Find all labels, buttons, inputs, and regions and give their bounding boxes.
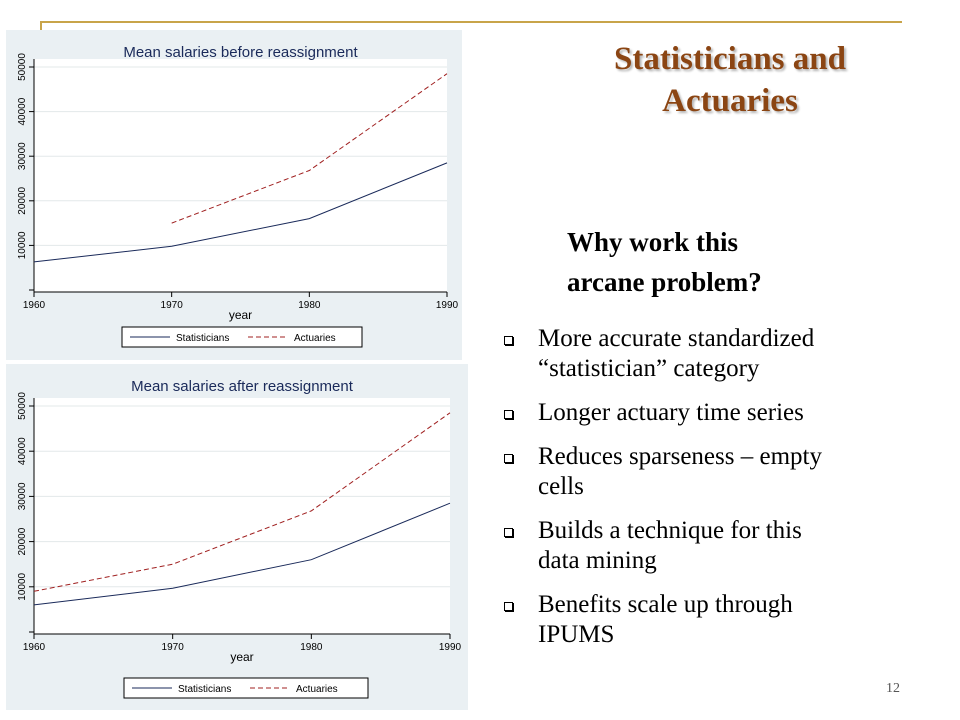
y-tick-label: 10000	[17, 231, 28, 259]
y-tick-label: 40000	[17, 437, 28, 465]
slide-title-line2: Actuaries	[662, 83, 798, 119]
y-tick-label: 40000	[17, 97, 28, 125]
square-bullet-icon	[504, 602, 513, 611]
y-tick-label: 20000	[17, 527, 28, 555]
series-line-actuaries	[171, 73, 448, 224]
x-tick-label: 1980	[298, 300, 321, 311]
y-tick-label: 30000	[17, 482, 28, 510]
x-tick-label: 1990	[439, 642, 462, 653]
bullet-text-line1: Reduces sparseness – empty	[538, 443, 822, 470]
chart-title: Mean salaries before reassignment	[123, 44, 358, 61]
bullet-item: Benefits scale up through IPUMS	[504, 590, 924, 650]
chart-before-svg: Mean salaries before reassignment 10000 20…	[17, 44, 459, 348]
slide-title-line1: Statisticians and	[614, 41, 846, 77]
bullet-text-line2: IPUMS	[538, 621, 615, 648]
legend-box	[123, 677, 369, 699]
square-bullet-icon	[504, 454, 513, 463]
bullet-text-line2: “statistician” category	[538, 355, 760, 382]
x-tick-label: 1960	[23, 300, 46, 311]
x-tick-label: 1980	[300, 642, 323, 653]
question-line1: Why work this	[567, 227, 739, 257]
y-tick-label: 30000	[17, 142, 28, 170]
plot-area	[34, 398, 450, 634]
bullet-text-line1: More accurate standardized	[538, 325, 815, 352]
square-bullet-icon	[504, 410, 513, 419]
legend-label: Actuaries	[294, 333, 336, 344]
slide-title: Statisticians and Actuaries	[560, 38, 900, 122]
bullet-item: Builds a technique for this data mining	[504, 516, 924, 576]
chart-after-reassignment: Mean salaries after reassignment 10000 200…	[6, 364, 468, 710]
legend-label: Statisticians	[178, 684, 231, 695]
bullet-item: More accurate standardized “statistician”…	[504, 324, 924, 384]
bullet-text-line1: Benefits scale up through	[538, 591, 793, 618]
x-axis-label: year	[230, 650, 253, 664]
y-tick-label: 20000	[17, 186, 28, 214]
x-axis-label: year	[229, 308, 252, 322]
legend-box	[121, 326, 363, 348]
x-tick-label: 1970	[161, 300, 184, 311]
x-tick-label: 1990	[436, 300, 459, 311]
question-line2: arcane problem?	[567, 267, 762, 297]
chart-before-reassignment: Mean salaries before reassignment 10000 20…	[6, 30, 462, 360]
plot-area	[34, 59, 447, 292]
legend-label: Actuaries	[296, 684, 338, 695]
chart-after-svg: Mean salaries after reassignment 10000 200…	[17, 378, 462, 699]
title-rule-top	[40, 21, 902, 23]
series-line-statisticians	[33, 162, 448, 263]
bullet-text-line2: cells	[538, 473, 584, 500]
bullet-text-line1: Builds a technique for this	[538, 517, 802, 544]
page-number: 12	[886, 681, 900, 696]
legend-label: Statisticians	[176, 333, 229, 344]
square-bullet-icon	[504, 336, 513, 345]
series-line-statisticians	[33, 502, 451, 606]
bullet-text-line1: Longer actuary time series	[538, 399, 804, 426]
bullet-list: More accurate standardized “statistician”…	[504, 324, 924, 664]
question-heading: Why work this arcane problem?	[567, 222, 887, 302]
y-tick-label: 50000	[17, 392, 28, 420]
bullet-item: Longer actuary time series	[504, 398, 924, 428]
y-tick-label: 50000	[17, 53, 28, 81]
square-bullet-icon	[504, 528, 513, 537]
y-tick-label: 10000	[17, 572, 28, 600]
chart-title: Mean salaries after reassignment	[131, 378, 354, 395]
bullet-text-line2: data mining	[538, 547, 657, 574]
x-tick-label: 1960	[23, 642, 46, 653]
bullet-item: Reduces sparseness – empty cells	[504, 442, 924, 502]
x-tick-label: 1970	[162, 642, 185, 653]
